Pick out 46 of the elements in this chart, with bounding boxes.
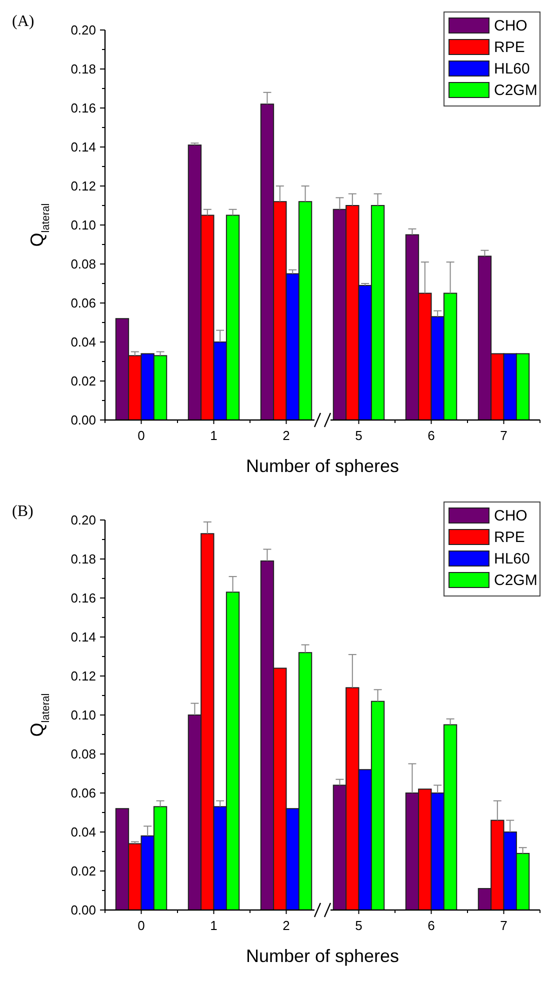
x-tick-label: 6 (428, 428, 435, 443)
x-tick-label: 1 (210, 428, 218, 443)
y-tick-label: 0.12 (70, 178, 96, 194)
legend-label: HL60 (494, 550, 530, 568)
y-tick-label: 0.10 (70, 218, 96, 233)
x-tick-label: 2 (282, 918, 290, 933)
x-tick-label: 5 (355, 428, 362, 443)
y-tick-label: 0.04 (70, 824, 96, 840)
y-tick-label: 0.14 (70, 630, 96, 645)
y-tick-label: 0.14 (70, 140, 96, 155)
x-axis-title: Number of spheres (246, 456, 400, 476)
y-tick-label: 0.20 (70, 22, 96, 38)
y-tick-label: 0.10 (70, 708, 96, 723)
legend-label: RPE (494, 529, 525, 546)
x-tick-label: 1 (210, 918, 218, 933)
y-tick-label: 0.16 (70, 590, 96, 606)
y-tick-label: 0.08 (70, 256, 96, 272)
x-tick-label: 2 (282, 428, 290, 443)
y-tick-label: 0.04 (70, 334, 96, 350)
y-tick-label: 0.06 (70, 786, 96, 801)
y-tick-label: 0.06 (70, 296, 96, 311)
legend-label: HL60 (494, 60, 530, 78)
x-tick-label: 7 (500, 918, 508, 933)
x-tick-label: 7 (500, 428, 508, 443)
y-tick-label: 0.00 (70, 412, 96, 428)
legend-label: CHO (494, 18, 528, 34)
y-tick-label: 0.02 (70, 374, 96, 389)
y-tick-label: 0.08 (70, 746, 96, 762)
x-tick-label: 6 (428, 918, 435, 933)
y-tick-label: 0.18 (70, 552, 96, 567)
y-tick-label: 0.20 (70, 512, 96, 528)
y-tick-label: 0.02 (70, 864, 96, 879)
y-tick-label: 0.00 (70, 902, 96, 918)
x-tick-label: 5 (355, 918, 362, 933)
legend-label: C2GM (494, 572, 538, 589)
legend-label: RPE (494, 39, 525, 56)
legend-label: CHO (494, 508, 528, 524)
y-tick-label: 0.18 (70, 62, 96, 77)
x-tick-label: 0 (138, 428, 145, 443)
chart-title: (A) (12, 13, 34, 30)
x-tick-label: 0 (138, 918, 145, 933)
chart-title: (B) (12, 503, 34, 520)
y-tick-label: 0.12 (70, 668, 96, 684)
legend-label: C2GM (494, 82, 538, 99)
x-axis-title: Number of spheres (246, 946, 400, 966)
y-tick-label: 0.16 (70, 100, 96, 116)
